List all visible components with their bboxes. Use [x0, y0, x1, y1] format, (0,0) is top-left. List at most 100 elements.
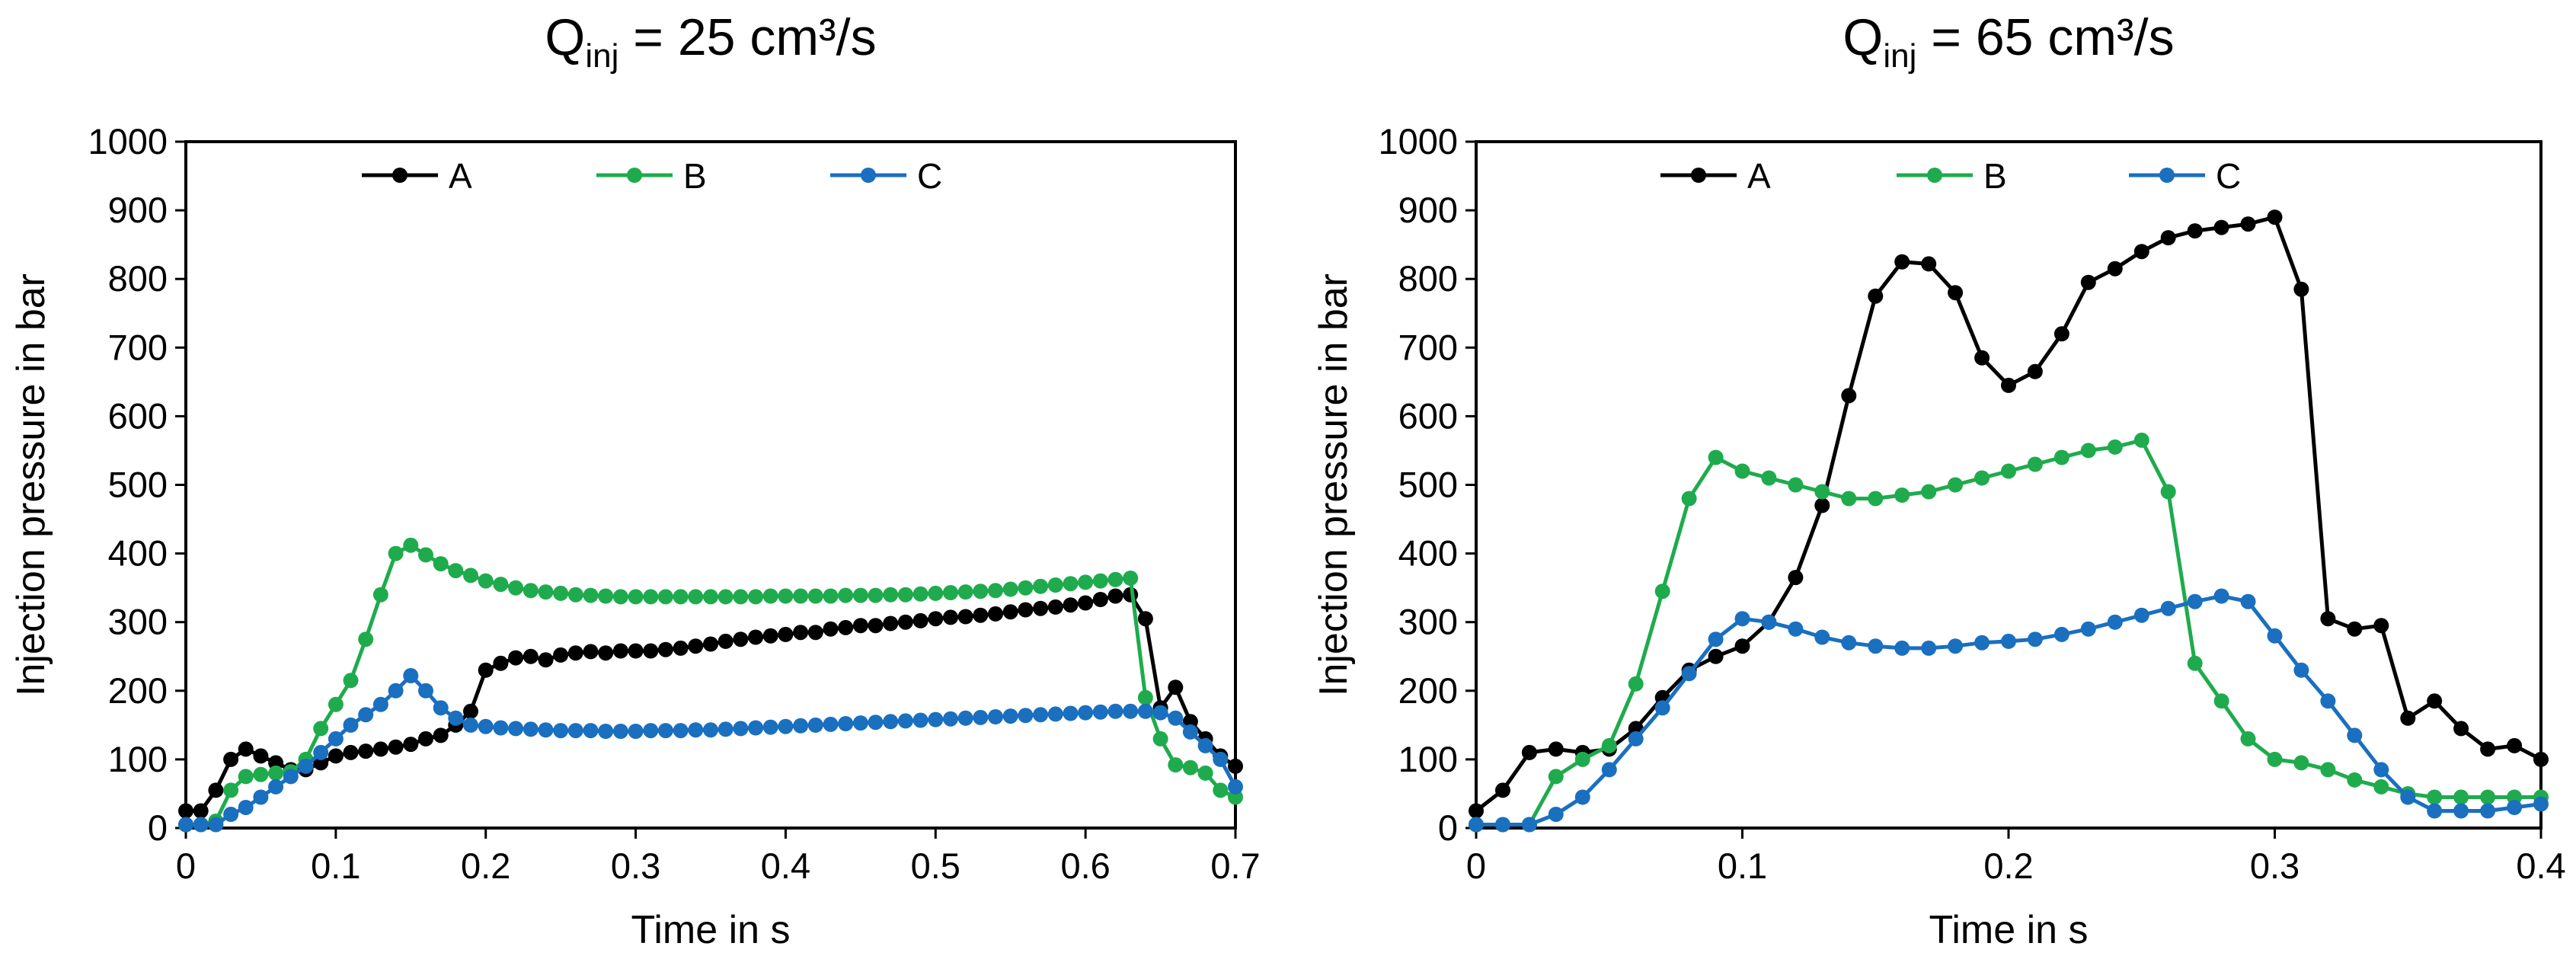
data-point-C: [612, 724, 628, 739]
data-point-B: [1974, 470, 1990, 486]
data-point-B: [748, 589, 764, 605]
data-point-B: [778, 588, 794, 604]
data-point-A: [718, 633, 733, 649]
data-point-A: [748, 629, 764, 645]
data-point-B: [583, 587, 599, 603]
data-point-C: [643, 723, 659, 739]
chart-title-main: Q: [1843, 8, 1883, 66]
data-point-B: [1868, 491, 1884, 507]
data-point-C: [718, 721, 733, 737]
data-point-B: [988, 583, 1003, 599]
data-point-A: [567, 645, 583, 661]
data-point-A: [793, 625, 809, 641]
data-point-A: [1841, 388, 1857, 404]
data-point-B: [2160, 484, 2176, 500]
data-point-C: [1047, 706, 1063, 722]
y-tick-label: 400: [108, 533, 168, 574]
data-point-A: [598, 645, 614, 661]
data-point-C: [1761, 614, 1777, 630]
data-point-C: [2267, 628, 2283, 644]
data-point-C: [1654, 700, 1670, 716]
data-point-A: [1228, 758, 1243, 774]
data-point-A: [2001, 377, 2016, 393]
data-point-A: [688, 638, 704, 654]
data-point-C: [313, 744, 329, 760]
legend-item-C: C: [830, 156, 942, 196]
data-point-B: [2427, 789, 2443, 805]
x-tick-label: 0.7: [1210, 846, 1260, 886]
data-point-A: [238, 741, 254, 757]
y-tick-label: 1000: [88, 121, 168, 161]
data-point-B: [1788, 477, 1804, 493]
data-point-C: [1469, 817, 1484, 833]
data-point-C: [508, 721, 524, 737]
data-point-C: [868, 715, 884, 731]
x-axis-label: Time in s: [631, 908, 791, 952]
data-point-B: [943, 585, 958, 600]
data-point-C: [2187, 593, 2203, 609]
chart-title-rest: = 65 cm³/s: [1916, 8, 2174, 66]
data-point-C: [1601, 762, 1617, 778]
data-point-A: [418, 731, 433, 747]
y-tick-label: 1000: [1378, 121, 1458, 161]
legend-item-B: B: [596, 156, 707, 196]
data-point-B: [2001, 463, 2016, 479]
data-point-A: [2160, 230, 2176, 246]
data-point-C: [1033, 707, 1049, 723]
data-point-B: [268, 765, 284, 781]
data-point-C: [852, 715, 868, 731]
series-A: [1469, 209, 2549, 819]
data-point-C: [2080, 621, 2096, 637]
data-point-C: [1107, 703, 1123, 719]
data-point-A: [1092, 592, 1108, 607]
data-point-C: [493, 720, 509, 736]
data-point-B: [553, 585, 569, 601]
data-point-B: [1761, 470, 1777, 486]
data-point-C: [372, 696, 388, 712]
chart-title-rest: = 25 cm³/s: [618, 8, 876, 66]
data-point-B: [1137, 689, 1153, 705]
data-point-C: [838, 716, 854, 731]
data-point-B: [762, 588, 778, 604]
data-point-C: [928, 711, 944, 727]
data-point-A: [523, 648, 539, 664]
data-point-A: [2213, 219, 2229, 235]
data-point-A: [2027, 363, 2043, 379]
x-tick-label: 0.1: [1718, 846, 1767, 886]
data-point-B: [1168, 757, 1184, 773]
data-point-C: [283, 769, 299, 785]
data-point-B: [928, 585, 944, 601]
data-point-C: [1137, 703, 1153, 719]
data-point-B: [1152, 731, 1168, 747]
data-point-C: [1868, 638, 1884, 654]
data-point-C: [1123, 703, 1139, 719]
data-point-A: [2080, 274, 2096, 290]
data-point-C: [2480, 803, 2496, 819]
legend-label: B: [683, 156, 707, 196]
series-C: [178, 668, 1243, 833]
data-point-C: [403, 668, 419, 683]
data-point-B: [883, 587, 899, 603]
data-point-A: [988, 606, 1003, 622]
data-point-C: [1182, 724, 1198, 740]
data-point-A: [823, 621, 839, 637]
data-point-A: [2507, 737, 2523, 753]
data-point-B: [2187, 655, 2203, 671]
data-point-B: [478, 573, 494, 589]
data-point-C: [208, 817, 224, 833]
data-point-C: [1495, 817, 1510, 833]
data-point-A: [807, 625, 823, 641]
data-point-C: [2001, 633, 2016, 649]
data-point-B: [1814, 484, 1830, 500]
data-point-C: [2400, 789, 2416, 805]
data-point-B: [538, 584, 554, 600]
y-axis-label: Injection pressure in bar: [9, 273, 53, 696]
data-point-B: [463, 568, 478, 584]
data-point-A: [2480, 741, 2496, 757]
data-point-C: [1921, 640, 1937, 656]
data-point-C: [1168, 710, 1184, 726]
legend-marker: [861, 168, 876, 183]
data-point-A: [1168, 679, 1184, 695]
data-point-A: [2053, 326, 2069, 342]
